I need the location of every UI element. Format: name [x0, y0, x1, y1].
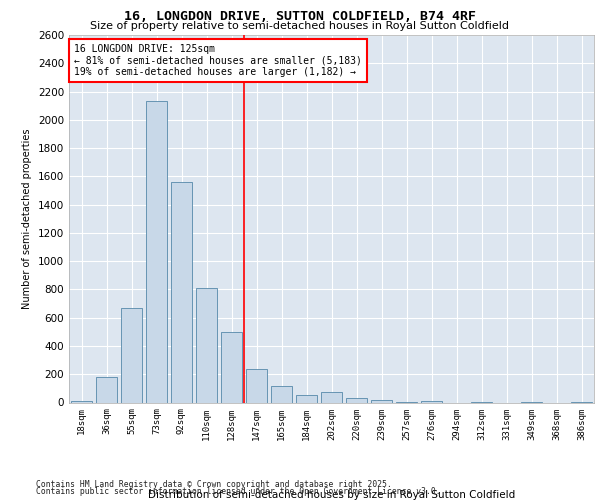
- Bar: [296, 394, 317, 402]
- Bar: [371, 400, 392, 402]
- Text: Contains public sector information licensed under the Open Government Licence v3: Contains public sector information licen…: [36, 488, 440, 496]
- Bar: [346, 398, 367, 402]
- Bar: [196, 288, 217, 403]
- Text: 16, LONGDON DRIVE, SUTTON COLDFIELD, B74 4RF: 16, LONGDON DRIVE, SUTTON COLDFIELD, B74…: [124, 10, 476, 23]
- Text: Contains HM Land Registry data © Crown copyright and database right 2025.: Contains HM Land Registry data © Crown c…: [36, 480, 392, 489]
- Y-axis label: Number of semi-detached properties: Number of semi-detached properties: [22, 128, 32, 309]
- Bar: [421, 401, 442, 402]
- Bar: [246, 368, 267, 402]
- X-axis label: Distribution of semi-detached houses by size in Royal Sutton Coldfield: Distribution of semi-detached houses by …: [148, 490, 515, 500]
- Bar: [171, 182, 192, 402]
- Bar: [321, 392, 342, 402]
- Text: Size of property relative to semi-detached houses in Royal Sutton Coldfield: Size of property relative to semi-detach…: [91, 21, 509, 31]
- Bar: [71, 401, 92, 402]
- Bar: [121, 308, 142, 402]
- Text: 16 LONGDON DRIVE: 125sqm
← 81% of semi-detached houses are smaller (5,183)
19% o: 16 LONGDON DRIVE: 125sqm ← 81% of semi-d…: [74, 44, 362, 78]
- Bar: [221, 332, 242, 402]
- Bar: [146, 102, 167, 403]
- Bar: [271, 386, 292, 402]
- Bar: [96, 377, 117, 402]
